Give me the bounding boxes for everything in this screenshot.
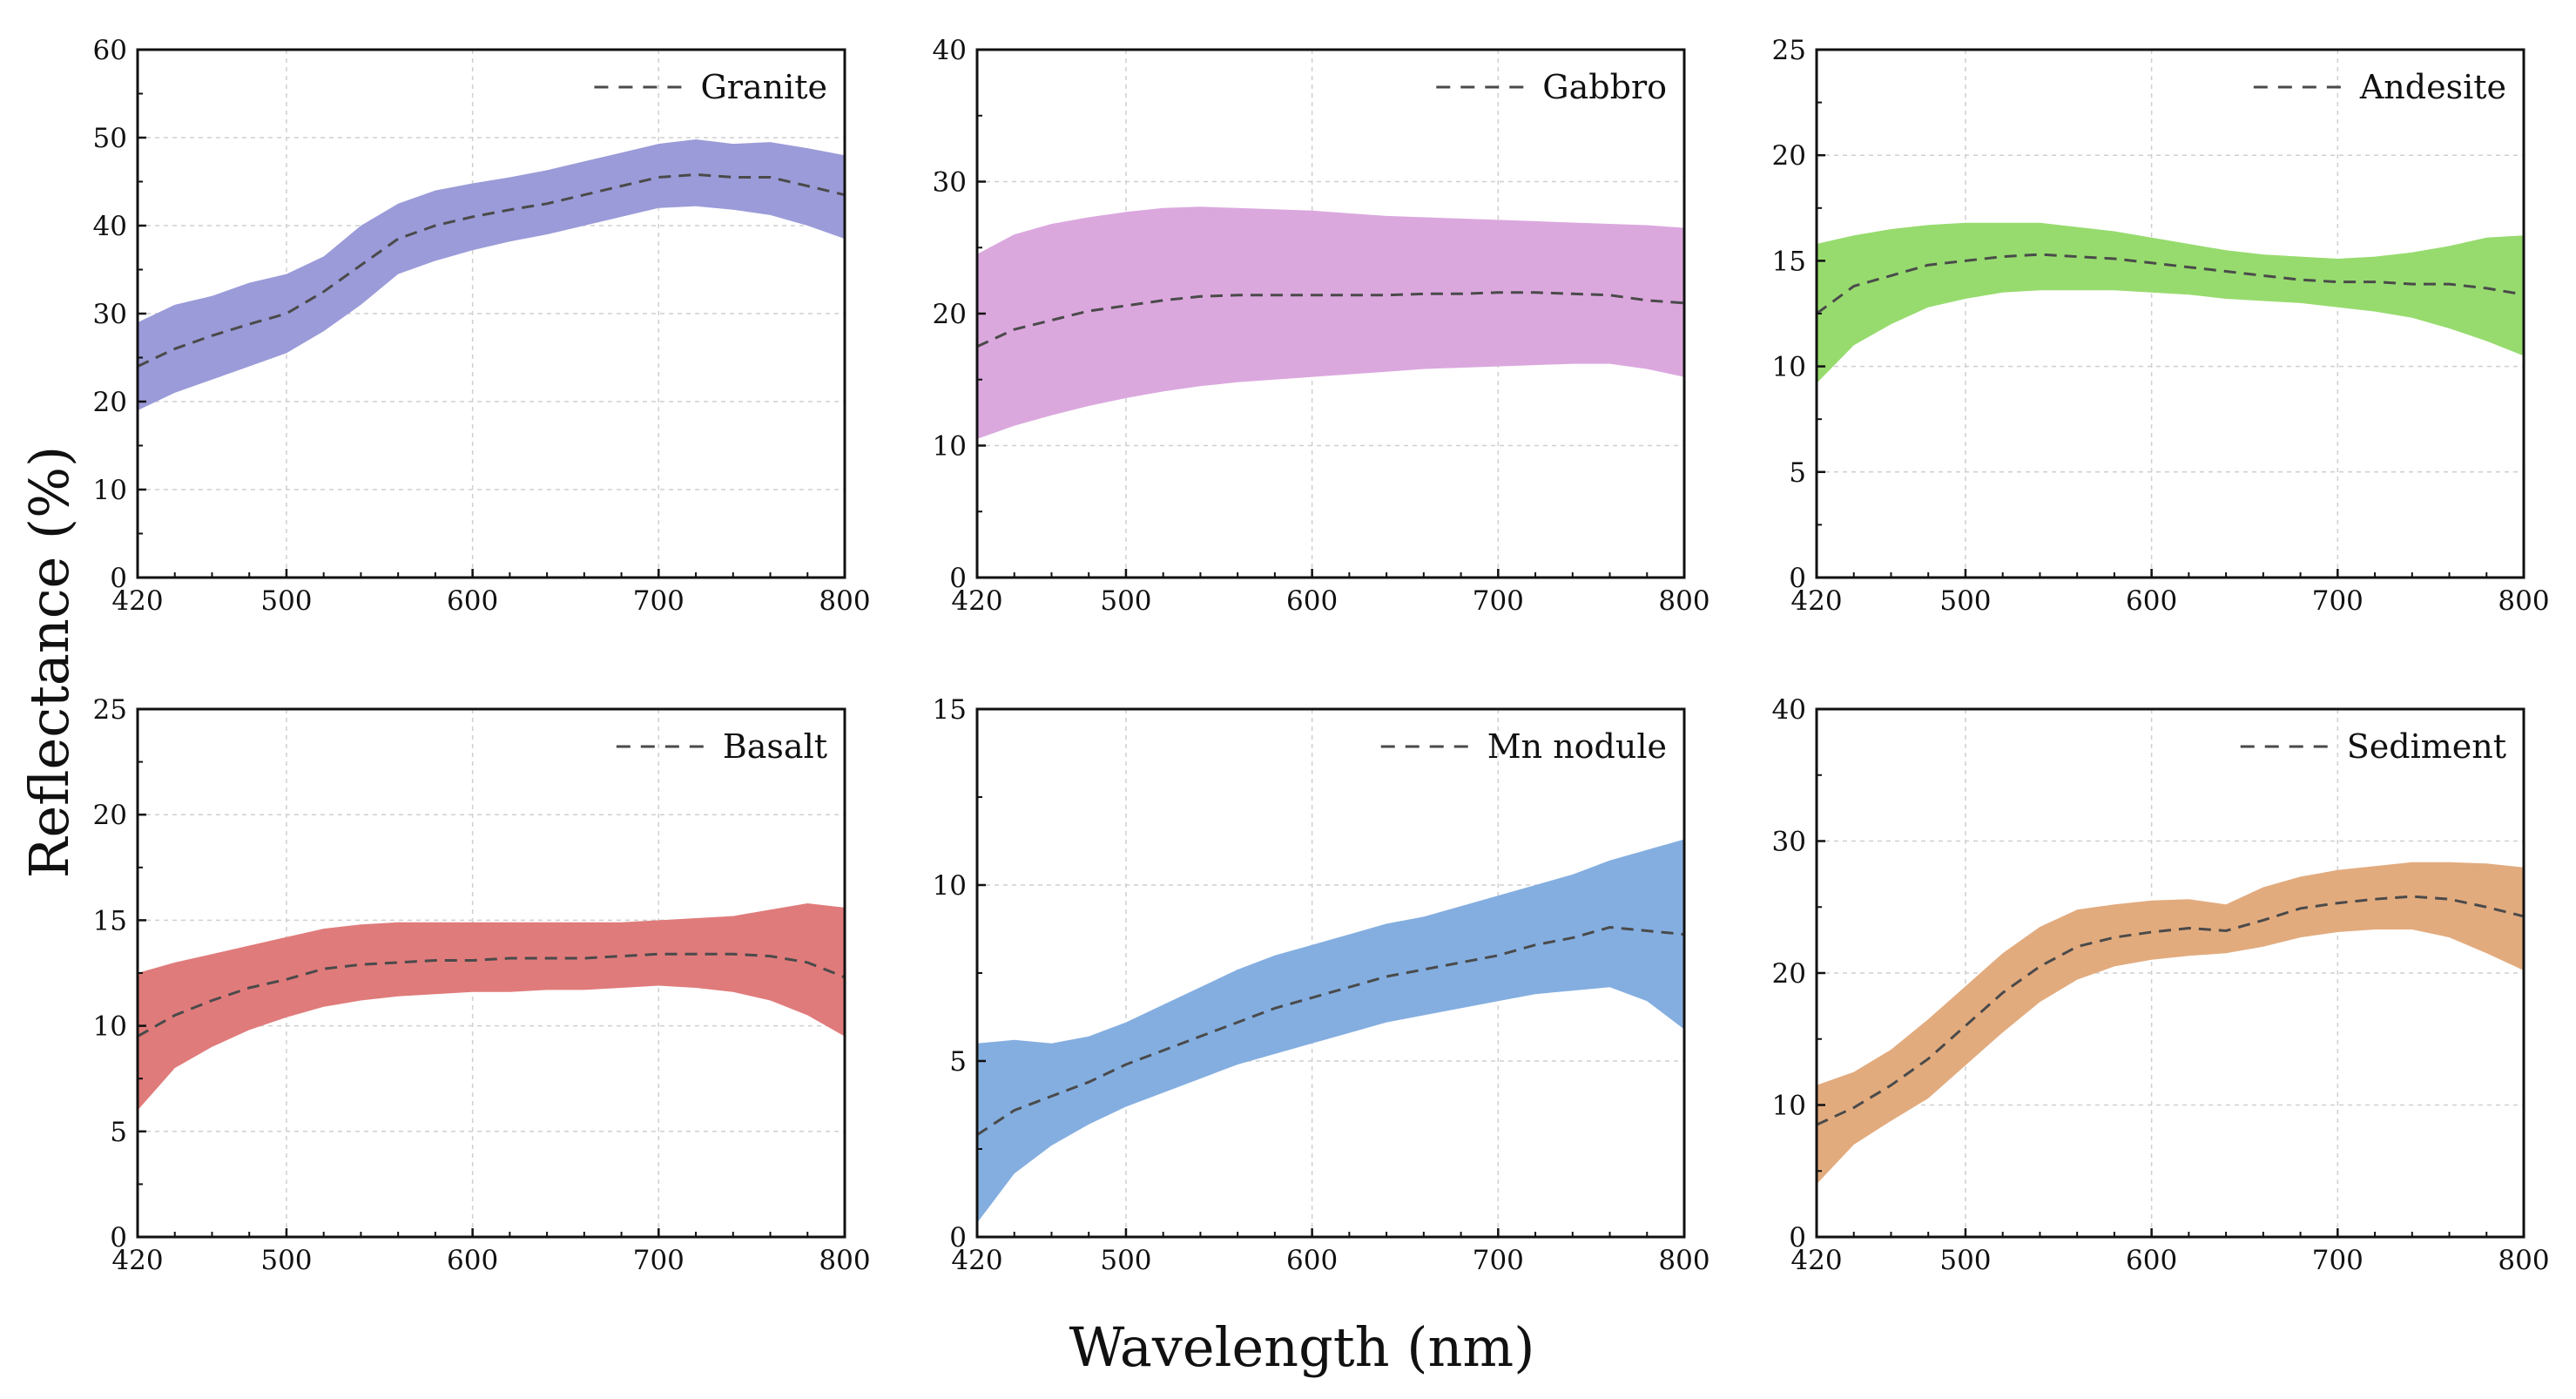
y-tick-label: 60 (93, 35, 127, 66)
x-tick-label: 800 (819, 1245, 870, 1276)
panel-andesite: 420 500 600 700 800 0 5 10 15 20 25 Andesite (1772, 35, 2550, 617)
panel-granite: 420 500 600 700 800 0 10 20 30 40 50 60 Granite (93, 35, 871, 617)
legend-label-basalt: Basalt (723, 727, 827, 766)
y-tick-label: 10 (1772, 352, 1806, 383)
x-tick-label: 420 (111, 585, 163, 617)
mean-line-gabbro (976, 291, 1685, 348)
x-tick-label: 500 (1939, 585, 1991, 617)
legend-label-andesite: Andesite (2359, 68, 2506, 106)
x-tick-label: 700 (1473, 585, 1524, 617)
y-tick-label: 0 (110, 1222, 127, 1254)
x-tick-label: 600 (1286, 1245, 1338, 1276)
mean-line-mn-nodule (976, 925, 1685, 1137)
mean-line-basalt (137, 952, 846, 1038)
x-tick-label: 500 (260, 585, 312, 617)
band-gabbro (977, 206, 1684, 439)
y-tick-label: 15 (1772, 246, 1806, 277)
y-tick-label: 20 (1772, 958, 1806, 990)
y-tick-label: 30 (933, 167, 967, 199)
y-tick-label: 10 (93, 475, 127, 506)
y-tick-label: 0 (110, 563, 127, 594)
legend-label-sediment: Sediment (2347, 727, 2506, 766)
x-tick-label: 420 (1790, 585, 1842, 617)
x-tick-label: 600 (447, 585, 498, 617)
y-tick-label: 0 (949, 1222, 967, 1254)
y-tick-label: 10 (933, 431, 967, 463)
y-tick-label: 5 (949, 1046, 967, 1078)
y-tick-label: 20 (93, 800, 127, 831)
x-tick-label: 700 (633, 585, 684, 617)
x-tick-label: 800 (2498, 1245, 2549, 1276)
y-tick-label: 10 (93, 1011, 127, 1043)
x-tick-label: 500 (1100, 585, 1151, 617)
x-tick-label: 700 (633, 1245, 684, 1276)
panel-sediment: 420 500 600 700 800 0 10 20 30 40 Sediment (1772, 694, 2550, 1276)
y-tick-label: 20 (93, 387, 127, 418)
x-tick-label: 700 (1473, 1245, 1524, 1276)
mean-line-granite (137, 172, 846, 368)
y-tick-label: 30 (93, 299, 127, 330)
y-tick-label: 5 (1789, 457, 1806, 489)
y-tick-label: 0 (1789, 563, 1806, 594)
x-tick-label: 500 (260, 1245, 312, 1276)
panel-mn-nodule: 420 500 600 700 800 0 5 10 15 Mn nodule (933, 694, 1710, 1276)
panel-basalt: 420 500 600 700 800 0 5 10 15 20 25 Basalt (93, 694, 871, 1276)
y-tick-label: 40 (1772, 694, 1806, 726)
band-basalt (138, 903, 845, 1111)
x-tick-label: 800 (819, 585, 870, 617)
mean-line-andesite (1816, 253, 2525, 315)
x-tick-label: 420 (951, 585, 1002, 617)
x-tick-label: 600 (2126, 1245, 2177, 1276)
y-axis-title: Reflectance (%) (17, 446, 81, 878)
x-tick-label: 800 (1658, 585, 1709, 617)
x-tick-label: 420 (951, 1245, 1002, 1276)
y-tick-label: 5 (110, 1117, 127, 1148)
y-tick-label: 20 (933, 299, 967, 330)
y-tick-label: 10 (1772, 1091, 1806, 1122)
x-tick-label: 600 (1286, 585, 1338, 617)
x-tick-label: 800 (2498, 585, 2549, 617)
band-granite (138, 139, 845, 411)
y-tick-label: 15 (93, 905, 127, 936)
y-tick-label: 15 (933, 694, 967, 726)
x-tick-label: 800 (1658, 1245, 1709, 1276)
y-tick-label: 50 (93, 123, 127, 154)
x-tick-label: 600 (447, 1245, 498, 1276)
y-tick-label: 0 (1789, 1222, 1806, 1254)
y-tick-label: 10 (933, 870, 967, 902)
y-tick-label: 20 (1772, 140, 1806, 172)
x-tick-label: 420 (111, 1245, 163, 1276)
band-sediment (1817, 862, 2524, 1185)
x-axis-title: Wavelength (nm) (1069, 1315, 1535, 1379)
mean-line-sediment (1816, 895, 2525, 1126)
legend-label-gabbro: Gabbro (1542, 68, 1667, 106)
panel-gabbro: 420 500 600 700 800 0 10 20 30 40 Gabbro (933, 35, 1710, 617)
legend-label-granite: Granite (700, 68, 827, 106)
y-tick-label: 0 (949, 563, 967, 594)
x-tick-label: 500 (1100, 1245, 1151, 1276)
y-tick-label: 30 (1772, 827, 1806, 858)
x-tick-label: 420 (1790, 1245, 1842, 1276)
band-andesite (1817, 222, 2524, 383)
y-tick-label: 40 (93, 211, 127, 242)
band-mn-nodule (977, 839, 1684, 1223)
y-tick-label: 25 (1772, 35, 1806, 66)
y-tick-label: 25 (93, 694, 127, 726)
x-tick-label: 500 (1939, 1245, 1991, 1276)
x-tick-label: 600 (2126, 585, 2177, 617)
y-tick-label: 40 (933, 35, 967, 66)
x-tick-label: 700 (2312, 1245, 2364, 1276)
legend-label-mn-nodule: Mn nodule (1487, 727, 1667, 766)
x-tick-label: 700 (2312, 585, 2364, 617)
